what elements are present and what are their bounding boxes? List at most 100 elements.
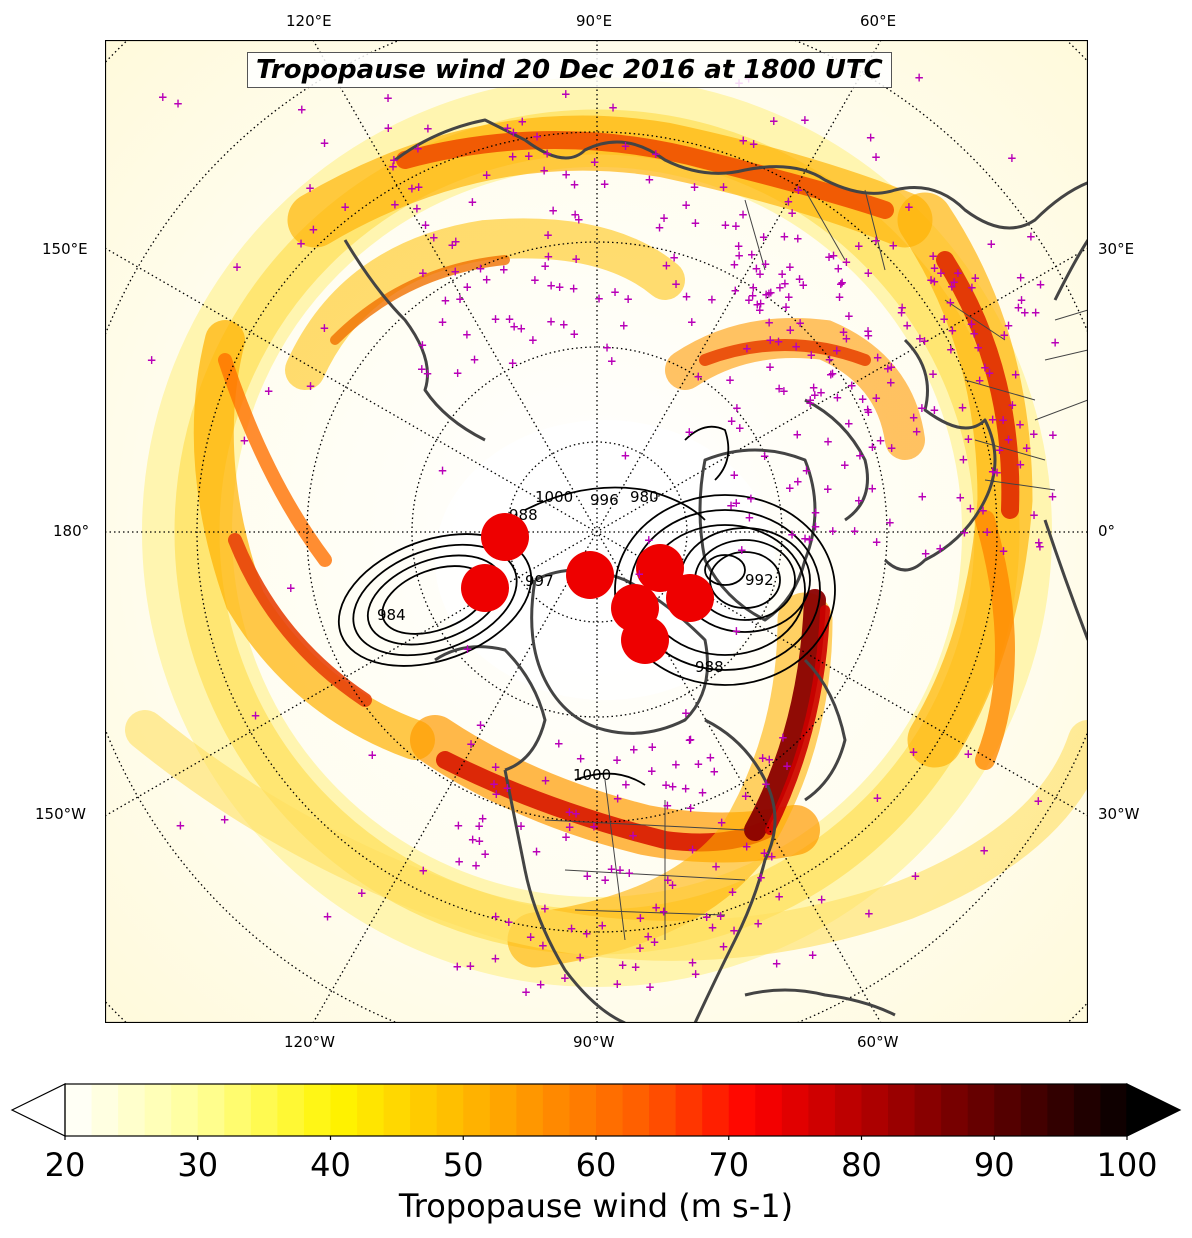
station-marker: +	[755, 267, 765, 281]
station-marker: +	[308, 223, 318, 237]
station-marker: +	[765, 360, 775, 374]
station-marker: +	[417, 338, 427, 352]
contour-label: 1000	[573, 766, 611, 784]
station-marker: +	[772, 956, 782, 970]
station-marker: +	[482, 272, 492, 286]
colorbar-segment	[277, 1084, 305, 1136]
station-marker: +	[508, 356, 518, 370]
station-marker: +	[904, 200, 914, 214]
station-marker: +	[748, 289, 758, 303]
station-marker: +	[858, 392, 868, 406]
station-marker: +	[474, 834, 484, 848]
station-marker: +	[1013, 300, 1023, 314]
colorbar-tick-label: 20	[44, 1146, 86, 1184]
station-marker: +	[978, 504, 988, 518]
station-marker: +	[836, 277, 846, 291]
station-marker: +	[769, 114, 779, 128]
station-marker: +	[737, 543, 747, 557]
station-marker: +	[871, 233, 881, 247]
station-marker: +	[1015, 418, 1025, 432]
contour-label: 988	[695, 658, 724, 676]
station-marker: +	[251, 708, 261, 722]
lon-label-bottom-1: 120°W	[284, 1033, 335, 1051]
station-marker: +	[1048, 428, 1058, 442]
colorbar-segment	[1020, 1084, 1048, 1136]
station-marker: +	[606, 862, 616, 876]
station-marker: +	[509, 320, 519, 334]
station-marker: +	[863, 405, 873, 419]
colorbar-segment	[675, 1084, 703, 1136]
station-marker: +	[863, 329, 873, 343]
station-marker: +	[732, 401, 742, 415]
station-marker: +	[516, 321, 526, 335]
station-marker: +	[412, 201, 422, 215]
station-marker: +	[816, 385, 826, 399]
station-marker: +	[847, 378, 857, 392]
station-marker: +	[600, 873, 610, 887]
station-marker: +	[438, 315, 448, 329]
station-marker: +	[863, 402, 873, 416]
station-marker: +	[175, 819, 185, 833]
station-marker: +	[756, 871, 766, 885]
station-marker: +	[475, 718, 485, 732]
station-marker: +	[702, 910, 712, 924]
station-marker: +	[988, 412, 998, 426]
station-marker: +	[463, 642, 473, 656]
colorbar-segment	[144, 1084, 172, 1136]
colorbar-segment	[436, 1084, 464, 1136]
station-marker: +	[631, 960, 641, 974]
station-marker: +	[1022, 441, 1032, 455]
station-marker: +	[297, 103, 307, 117]
station-marker: +	[663, 873, 673, 887]
station-marker: +	[1004, 432, 1014, 446]
station-marker: +	[761, 287, 771, 301]
station-marker: +	[800, 531, 810, 545]
station-marker: +	[871, 391, 881, 405]
station-marker: +	[429, 231, 439, 245]
station-marker: +	[854, 493, 864, 507]
station-marker: +	[296, 237, 306, 251]
station-marker: +	[781, 300, 791, 314]
station-marker: +	[264, 384, 274, 398]
station-marker: +	[761, 257, 771, 271]
station-marker: +	[928, 249, 938, 263]
station-marker: +	[521, 985, 531, 999]
station-marker: +	[963, 432, 973, 446]
station-marker: +	[779, 229, 789, 243]
cyclone-marker	[461, 564, 509, 612]
station-marker: +	[462, 327, 472, 341]
station-marker: +	[540, 259, 550, 273]
station-marker: +	[502, 121, 512, 135]
station-marker: +	[863, 266, 873, 280]
station-marker: +	[615, 863, 625, 877]
colorbar-segment	[994, 1084, 1022, 1136]
colorbar-extend-low	[10, 1083, 66, 1137]
station-marker: +	[758, 751, 768, 765]
station-marker: +	[690, 216, 700, 230]
station-marker: +	[548, 203, 558, 217]
station-marker: +	[651, 147, 661, 161]
lon-label-left-1: 150°E	[42, 240, 88, 258]
station-marker: +	[909, 745, 919, 759]
station-marker: +	[508, 150, 518, 164]
lon-label-left-3: 150°W	[35, 805, 86, 823]
station-marker: +	[1020, 305, 1030, 319]
station-marker: +	[726, 498, 736, 512]
cyclone-marker	[481, 513, 529, 561]
station-marker: +	[928, 367, 938, 381]
cyclone-marker	[666, 574, 714, 622]
station-marker: +	[720, 218, 730, 232]
colorbar-segment	[941, 1084, 969, 1136]
station-marker: +	[239, 433, 249, 447]
station-marker: +	[794, 272, 804, 286]
station-marker: +	[367, 748, 377, 762]
colorbar-tick-label: 30	[177, 1146, 219, 1184]
colorbar-segment	[755, 1084, 783, 1136]
station-marker: +	[935, 542, 945, 556]
cyclone-marker	[566, 551, 614, 599]
station-marker: +	[774, 382, 784, 396]
station-marker: +	[540, 902, 550, 916]
station-marker: +	[575, 950, 585, 964]
station-marker: +	[650, 935, 660, 949]
station-marker: +	[662, 799, 672, 813]
